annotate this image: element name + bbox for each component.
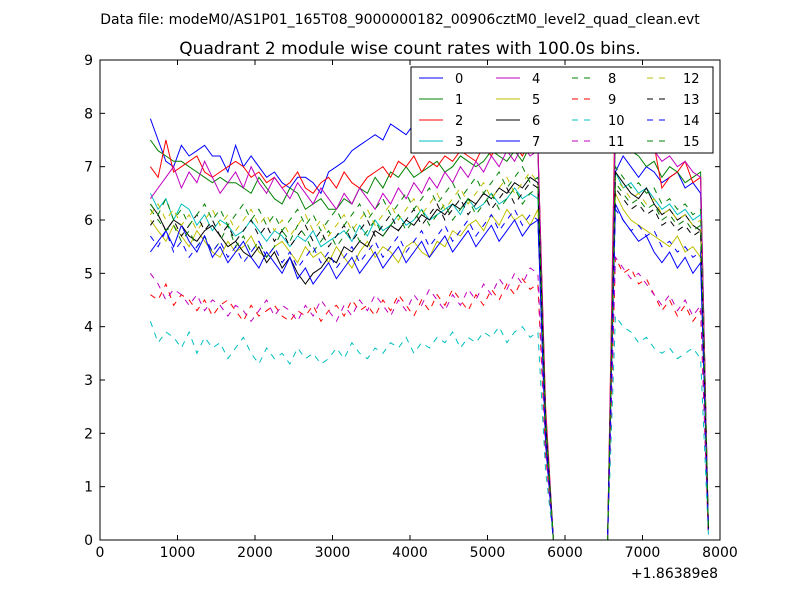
x-tick-label: 3000 xyxy=(315,545,351,561)
legend-label: 10 xyxy=(608,114,625,129)
y-tick-label: 1 xyxy=(84,480,93,496)
legend-label: 12 xyxy=(683,72,700,87)
legend-label: 4 xyxy=(532,72,540,87)
x-tick-label: 6000 xyxy=(547,545,583,561)
y-tick-label: 6 xyxy=(84,213,93,229)
legend-label: 2 xyxy=(455,114,463,129)
x-axis: 0 1000 2000 3000 4000 5000 6000 7000 8000 xyxy=(96,60,738,561)
x-tick-label: 5000 xyxy=(470,545,506,561)
legend-frame xyxy=(410,66,714,154)
series-line-6 xyxy=(149,170,709,540)
legend-label: 6 xyxy=(532,114,540,129)
y-tick-label: 0 xyxy=(84,533,93,549)
x-tick-label: 7000 xyxy=(625,545,661,561)
chart-title: Quadrant 2 module wise count rates with … xyxy=(179,39,640,59)
x-tick-label: 1000 xyxy=(160,545,196,561)
y-tick-label: 7 xyxy=(84,160,93,176)
series-line-15 xyxy=(149,165,709,540)
series-line-14 xyxy=(149,207,709,540)
legend-label: 8 xyxy=(608,72,616,87)
y-tick-label: 3 xyxy=(84,373,93,389)
x-tick-label: 4000 xyxy=(392,545,428,561)
x-tick-label: 0 xyxy=(96,545,105,561)
y-tick-label: 9 xyxy=(84,53,93,69)
x-offset-label: +1.86389e8 xyxy=(631,566,718,582)
plot-area xyxy=(149,86,709,540)
y-tick-label: 4 xyxy=(84,320,93,336)
y-tick-label: 2 xyxy=(84,426,93,442)
legend-label: 0 xyxy=(455,72,463,87)
series-line-13 xyxy=(149,182,709,540)
legend-label: 13 xyxy=(683,93,700,108)
y-tick-label: 5 xyxy=(84,266,93,282)
legend-label: 9 xyxy=(608,93,616,108)
legend-label: 15 xyxy=(683,135,700,150)
series-group xyxy=(149,86,709,540)
legend-label: 11 xyxy=(608,135,625,150)
legend-label: 3 xyxy=(455,135,463,150)
series-line-8 xyxy=(149,181,709,540)
legend-label: 7 xyxy=(532,135,540,150)
y-tick-label: 8 xyxy=(84,106,93,122)
x-tick-label: 2000 xyxy=(237,545,273,561)
legend-label: 1 xyxy=(455,93,463,108)
series-line-10 xyxy=(149,314,709,540)
legend-label: 5 xyxy=(532,93,540,108)
series-line-11 xyxy=(149,255,709,540)
legend-label: 14 xyxy=(683,114,700,129)
x-tick-label: 8000 xyxy=(702,545,738,561)
figure-suptitle: Data file: modeM0/AS1P01_165T08_90000001… xyxy=(100,12,700,28)
